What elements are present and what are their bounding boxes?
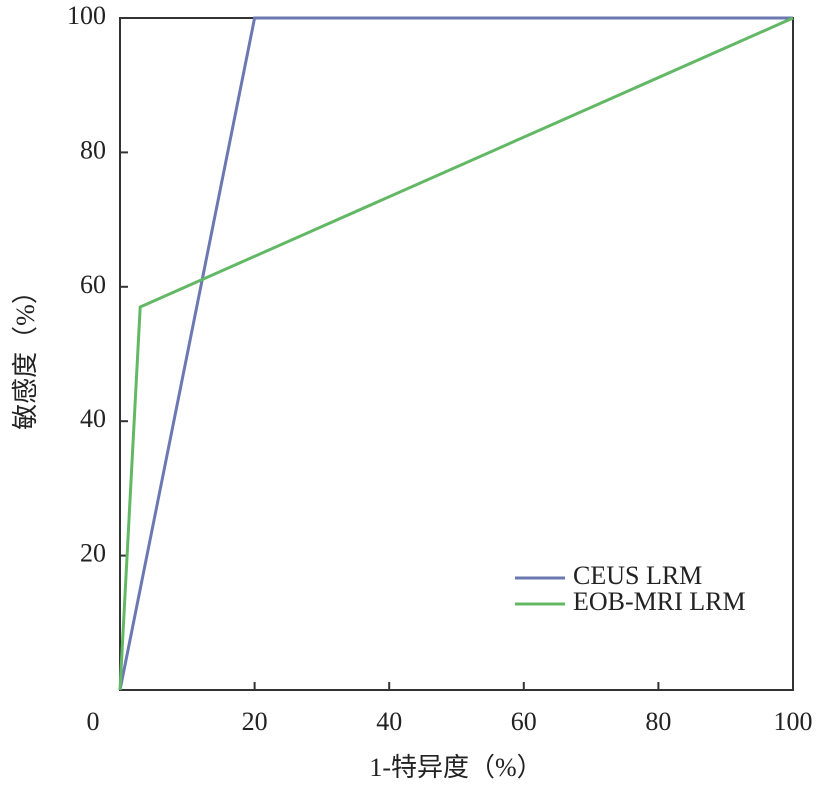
x-tick-label: 100 [774, 707, 813, 736]
line-series [118, 16, 793, 691]
legend-label: EOB-MRI LRM [573, 587, 746, 616]
x-tick-label: 80 [645, 707, 671, 736]
x-tick-label: 60 [511, 707, 537, 736]
legend-label: CEUS LRM [573, 561, 702, 590]
y-axis-label: 敏感度（%） [11, 278, 40, 430]
y-tick-label: 100 [67, 1, 106, 30]
x-tick-label: 40 [376, 707, 402, 736]
x-axis-label: 1-特异度（%） [369, 753, 542, 782]
y-tick-label: 80 [80, 135, 106, 164]
y-tick-label: 60 [80, 270, 106, 299]
y-tick-label: 40 [80, 404, 106, 433]
x-tick-label: 20 [242, 707, 268, 736]
x-tick-label: 0 [87, 707, 100, 736]
line-series [118, 16, 794, 691]
y-tick-label: 20 [80, 539, 106, 568]
